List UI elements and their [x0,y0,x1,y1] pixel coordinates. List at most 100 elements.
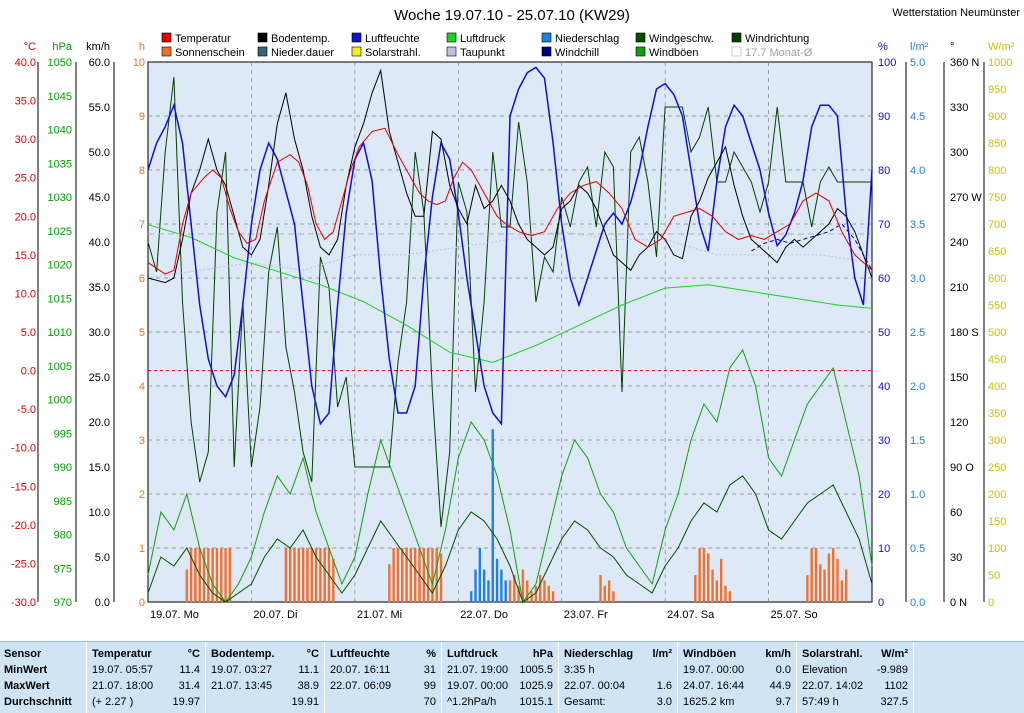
dir-tick-label: 300 [950,147,968,159]
bar-sonnenschein [543,580,546,602]
stats-temp: Temperatur °C 19.07. 05:57 11.4 21.07. 18:… [88,646,204,710]
dir-tick-label: 150 [950,372,968,384]
bar-sonnenschein [289,548,292,602]
stats-cell: 22.07. 14:02 [802,680,864,692]
hum-tick-label: 10 [878,543,890,555]
bar-sonnenschein [702,548,706,602]
rain-tick-label: 2.0 [910,381,925,393]
solar-axis-unit: W/m² [988,41,1015,53]
day-tick-label: 20.07. Di [253,609,297,621]
bar-sonnenschein [694,575,697,602]
temp-tick-label: -25.0 [11,558,36,570]
bar-sonnenschein [207,548,210,602]
legend-label: Taupunkt [460,47,505,59]
stats-soil: Bodentemp. °C 19.07. 03:27 11.1 21.07. 13:… [207,646,323,710]
bar-series [185,429,848,602]
dir-tick-label: 90 O [950,462,974,474]
legend-swatch [161,46,172,57]
rain-tick-label: 1.0 [910,489,925,501]
bar-sonnenschein [215,548,219,602]
stats-sensor: Sensor MinWert MaxWert Durchschnitt [0,646,86,710]
bar-sonnenschein [814,548,818,602]
wind-tick-label: 55.0 [89,102,110,114]
temp-tick-label: 10.0 [15,288,36,300]
bar-sonnenschein [526,580,529,602]
legend-swatch [541,46,552,57]
bar-sonnenschein [293,548,296,602]
stats-value: 99 [423,680,436,692]
rain-tick-label: 3.0 [910,273,925,285]
stats-cell: 19.07. 00:00 [683,664,745,676]
wind-tick-label: 20.0 [89,417,110,429]
series-line-windben [147,348,873,604]
dir-tick-label: 360 N [950,57,979,69]
legend-swatch [257,32,268,43]
sun-tick-label: 9 [139,111,145,123]
stats-unit: °C [187,648,200,660]
solar-tick-label: 150 [988,516,1006,528]
dir-tick-label: 210 [950,282,968,294]
solar-tick-label: 450 [988,354,1006,366]
bar-sonnenschein [202,548,206,602]
bar-sonnenschein [728,591,731,602]
hum-tick-label: 100 [878,57,896,69]
bar-sonnenschein [547,585,550,602]
press-tick-label: 1025 [48,226,72,238]
legend-swatch [446,32,457,43]
stats-cell: 24.07. 16:44 [683,680,745,692]
line-series [147,66,873,604]
dir-axis-unit: ° [950,41,954,53]
stats-value: 1025.9 [519,680,553,692]
stats-cell: 57:49 h [802,696,839,708]
bar-sonnenschein [836,558,839,602]
dir-tick-label: 0 N [950,597,967,609]
stats-value: 1015.1 [519,696,553,708]
bar-sonnenschein [711,569,714,602]
stats-value: 1.6 [656,680,672,692]
bar-sonnenschein [435,548,438,602]
series-line-temperatur [147,127,873,275]
bar-niederschlag [491,429,494,602]
stats-unit: % [426,648,436,660]
hum-tick-label: 50 [878,327,890,339]
wind-tick-label: 30.0 [89,327,110,339]
stats-cell: Elevation [802,664,848,676]
bar-sonnenschein [388,564,391,602]
hum-tick-label: 70 [878,219,890,231]
bar-sonnenschein [517,585,520,602]
bar-sonnenschein [840,580,844,602]
stats-value: 38.9 [297,680,319,692]
legend-swatch [635,46,646,57]
temp-tick-label: 15.0 [15,250,36,262]
bar-sonnenschein [724,585,727,602]
stats-cell: 19.07. 00:00 [447,680,509,692]
press-tick-label: 1010 [48,327,72,339]
solar-tick-label: 200 [988,489,1006,501]
stats-value: 1102 [884,680,908,692]
rain-tick-label: 2.5 [910,327,925,339]
bar-sonnenschein [715,580,719,602]
solar-tick-label: 400 [988,381,1006,393]
solar-tick-label: 550 [988,300,1006,312]
stats-cell: 21.07. 19:00 [447,664,509,676]
hum-tick-label: 60 [878,273,890,285]
legend-swatch [635,32,646,43]
press-tick-label: 1020 [48,260,72,272]
legend-label: Windgeschw. [649,33,714,45]
stats-value: 31 [423,664,436,676]
legend-label: Nieder.dauer [271,47,334,59]
press-tick-label: 1045 [48,91,72,103]
wind-tick-label: 25.0 [89,372,110,384]
stats-cell: 19.07. 05:57 [92,664,154,676]
solar-tick-label: 300 [988,435,1006,447]
series-line-luftdruck [147,224,873,363]
bar-sonnenschein [534,585,538,602]
dir-tick-label: 60 [950,507,962,519]
bar-niederschlag [470,591,473,602]
sun-tick-label: 3 [139,435,145,447]
bar-sonnenschein [185,569,188,602]
legend-label: Windchill [555,47,599,59]
chart-axes: 40.035.030.025.020.015.010.05.00.0-5.0-1… [11,41,1015,621]
press-tick-label: 975 [54,563,72,575]
stats-cell: Gesamt: [564,696,606,708]
